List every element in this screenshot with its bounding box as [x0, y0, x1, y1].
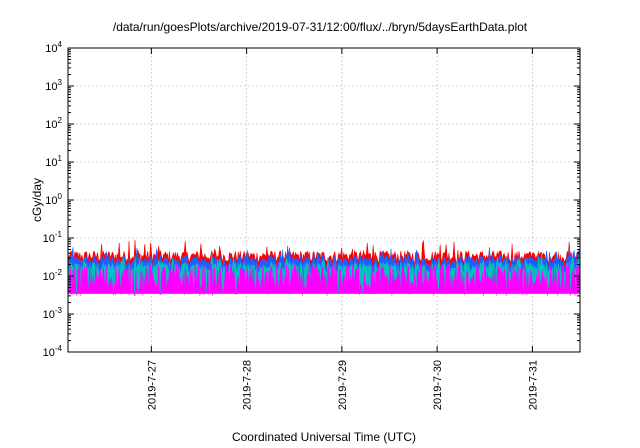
labels-layer: 10-4 10-3 10-2 10-1 100 101 102 103 104 2019-7-27…: [43, 40, 540, 410]
grid-layer: [68, 48, 580, 352]
x-tick-label: 2019-7-29: [337, 360, 349, 410]
y-tick-label: 10-4: [43, 344, 63, 359]
y-tick-label: 10-3: [43, 306, 63, 321]
ticks-layer: [68, 47, 580, 353]
x-tick-label: 2019-7-31: [527, 360, 539, 410]
y-tick-label: 103: [45, 78, 62, 93]
x-tick-label: 2019-7-27: [146, 360, 158, 410]
series-layer: [67, 239, 581, 297]
chart-title: /data/run/goesPlots/archive/2019-07-31/1…: [113, 20, 528, 34]
y-tick-label: 100: [45, 192, 62, 207]
y-axis-title: cGy/day: [30, 178, 44, 222]
x-axis-title: Coordinated Universal Time (UTC): [232, 430, 416, 444]
x-tick-label: 2019-7-30: [432, 360, 444, 410]
y-tick-label: 10-1: [43, 230, 63, 245]
y-tick-label: 101: [45, 154, 62, 169]
y-tick-label: 104: [45, 40, 62, 55]
y-tick-label: 10-2: [43, 268, 63, 283]
y-tick-label: 102: [45, 116, 62, 131]
x-tick-label: 2019-7-28: [242, 360, 254, 410]
series-area-4: [67, 263, 581, 297]
